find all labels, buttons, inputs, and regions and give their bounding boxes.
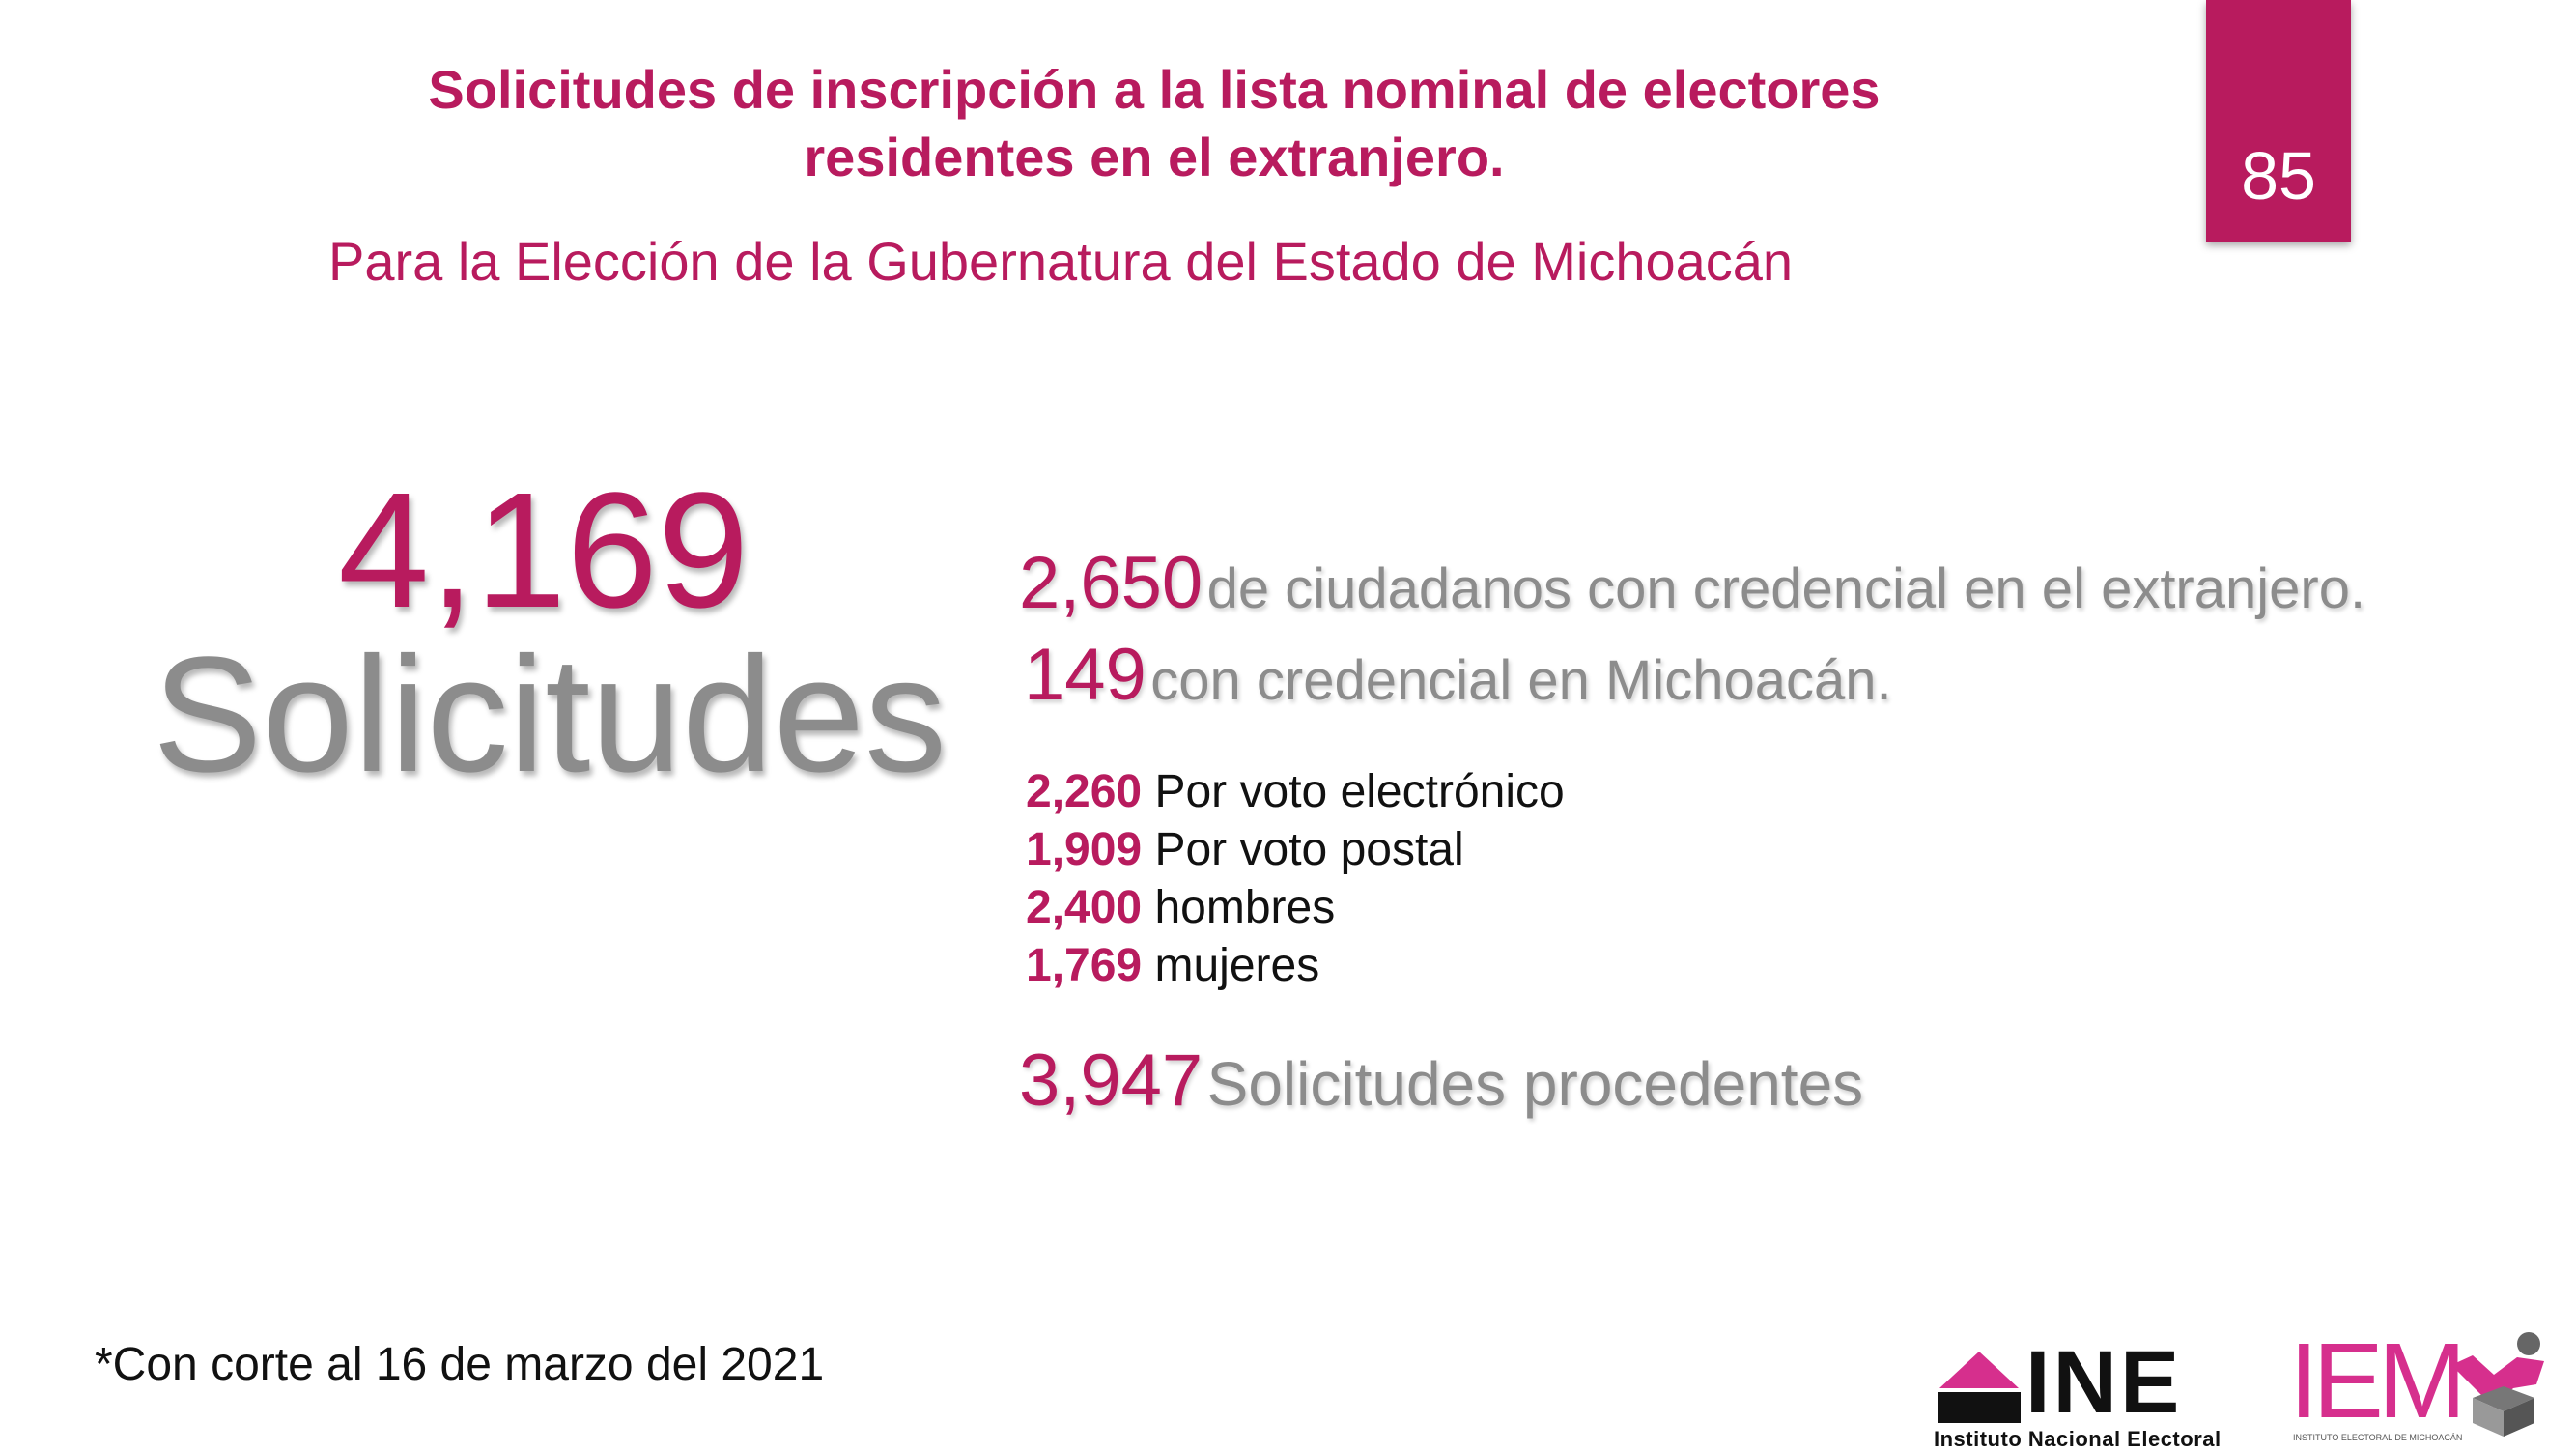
credential-abroad-text: de ciudadanos con credencial en el extra… [1206, 557, 2366, 620]
women-label: mujeres [1154, 940, 1320, 991]
ine-wordmark: INE [2025, 1333, 2183, 1432]
procedentes-stat: 3,947 Solicitudes procedentes [1019, 1039, 1863, 1123]
page-number: 85 [2241, 138, 2316, 214]
iem-logo: IEM INSTITUTO ELECTORAL DE MICHOACÁN [2289, 1328, 2569, 1444]
procedentes-label: Solicitudes procedentes [1206, 1049, 1864, 1119]
iem-figure-icon [2451, 1332, 2544, 1437]
slide-subtitle: Para la Elección de la Gubernatura del E… [328, 231, 1794, 292]
credential-abroad-number: 2,650 [1019, 542, 1203, 624]
credential-michoacan-stat: 149 con credencial en Michoacán. [1024, 633, 1892, 717]
men-number: 2,400 [1026, 882, 1143, 933]
procedentes-number: 3,947 [1019, 1039, 1203, 1122]
credential-michoacan-number: 149 [1024, 634, 1146, 716]
breakdown-list: 2,260 Por voto electrónico 1,909 Por vot… [1026, 763, 1565, 995]
ine-ballot-icon [1938, 1352, 2021, 1423]
men-label: hombres [1154, 882, 1336, 933]
list-item: 2,400 hombres [1026, 879, 1565, 937]
title-line-2: residentes en el extranjero. [804, 127, 1505, 187]
list-item: 2,260 Por voto electrónico [1026, 763, 1565, 821]
postal-vote-label: Por voto postal [1154, 824, 1464, 875]
women-number: 1,769 [1026, 940, 1143, 991]
title-line-1: Solicitudes de inscripción a la lista no… [428, 59, 1881, 120]
iem-wordmark: IEM [2289, 1322, 2467, 1440]
electronic-vote-label: Por voto electrónico [1154, 766, 1565, 817]
list-item: 1,769 mujeres [1026, 937, 1565, 995]
list-item: 1,909 Por voto postal [1026, 821, 1565, 879]
cutoff-footnote: *Con corte al 16 de marzo del 2021 [95, 1339, 825, 1390]
total-requests-number: 4,169 [338, 459, 750, 642]
credential-michoacan-text: con credencial en Michoacán. [1150, 649, 1892, 712]
electronic-vote-number: 2,260 [1026, 766, 1143, 817]
total-requests-label: Solicitudes [153, 623, 948, 807]
credential-abroad-stat: 2,650 de ciudadanos con credencial en el… [1019, 541, 2365, 625]
ine-subtitle: Instituto Nacional Electoral [1934, 1427, 2222, 1451]
postal-vote-number: 1,909 [1026, 824, 1143, 875]
page-number-badge: 85 [2206, 0, 2351, 242]
slide-title: Solicitudes de inscripción a la lista no… [270, 56, 2038, 191]
iem-subtitle: INSTITUTO ELECTORAL DE MICHOACÁN [2293, 1433, 2463, 1442]
ine-logo: INE Instituto Nacional Electoral [1934, 1333, 2260, 1451]
